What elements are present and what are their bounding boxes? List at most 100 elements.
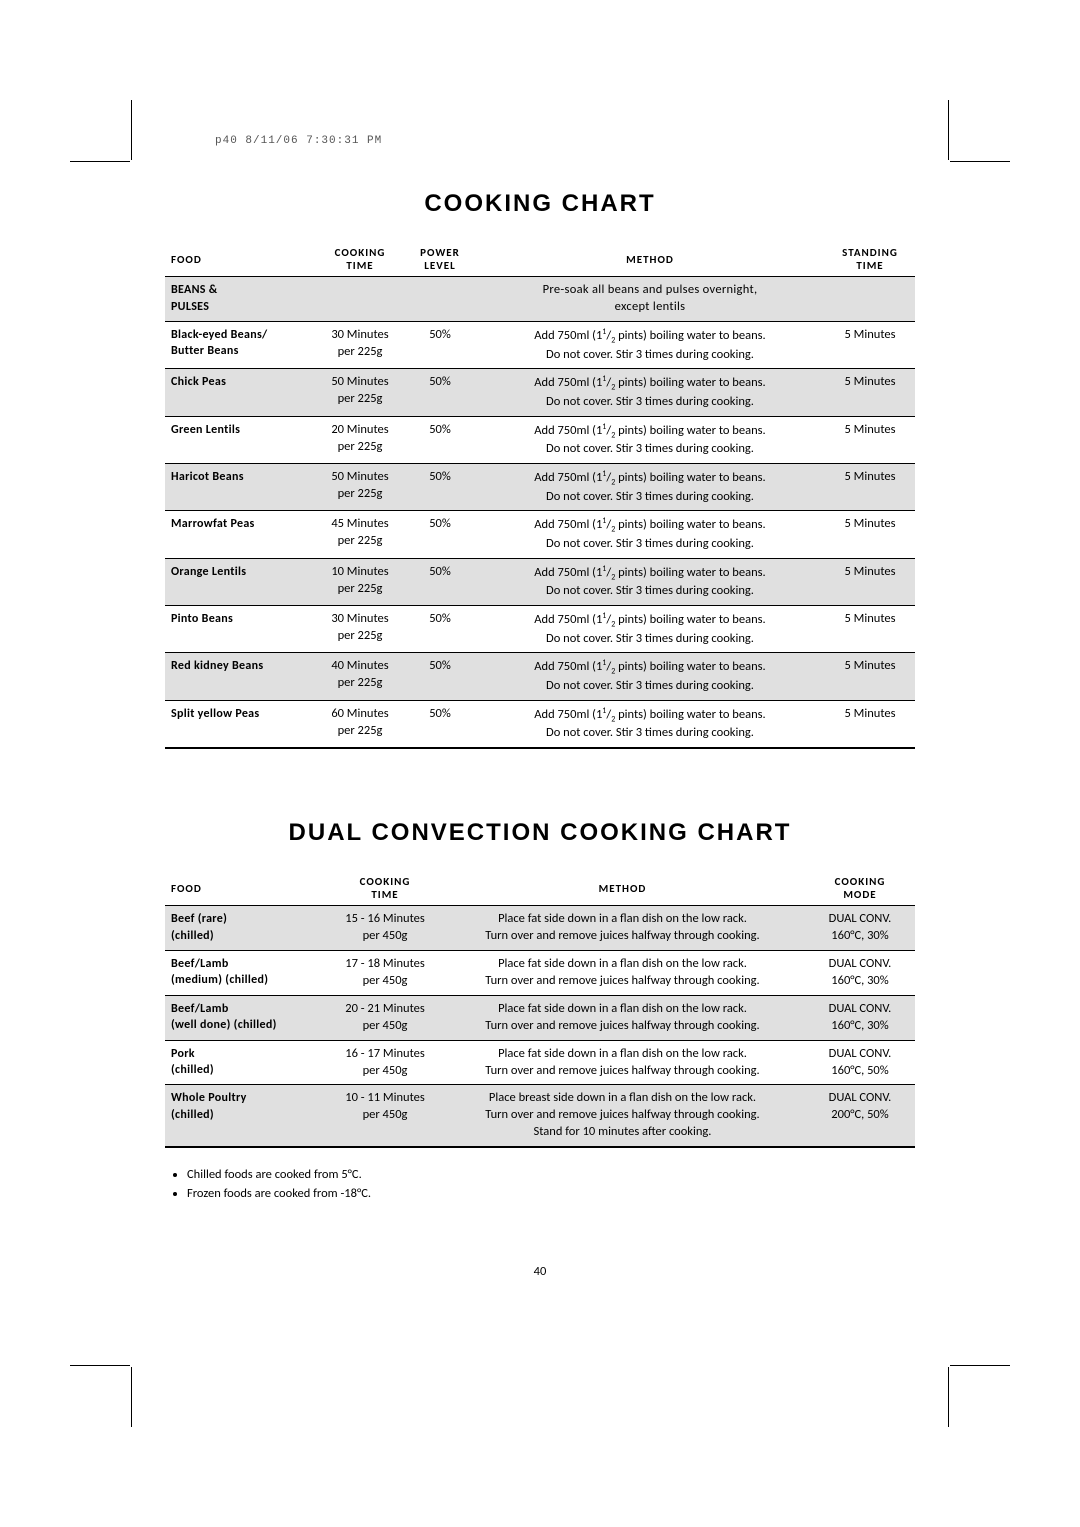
cell-time: 20 Minutesper 225g bbox=[315, 416, 405, 463]
cropmark bbox=[70, 1365, 130, 1366]
cell-power: 50% bbox=[405, 606, 475, 653]
cell-food: Black-eyed Beans/Butter Beans bbox=[165, 322, 315, 369]
cell-method: Add 750ml (11/2 pints) boiling water to … bbox=[475, 511, 825, 558]
table-row: Green Lentils20 Minutesper 225g50%Add 75… bbox=[165, 416, 915, 463]
cell-stand: 5 Minutes bbox=[825, 511, 915, 558]
cell-power: 50% bbox=[405, 558, 475, 605]
cell-method: Place breast side down in a flan dish on… bbox=[440, 1085, 805, 1147]
print-slug: p40 8/11/06 7:30:31 PM bbox=[215, 135, 382, 147]
table-row: Beef/Lamb(well done) (chilled)20 - 21 Mi… bbox=[165, 995, 915, 1040]
cell-time: 20 - 21 Minutesper 450g bbox=[330, 995, 440, 1040]
cell-stand: 5 Minutes bbox=[825, 369, 915, 416]
cropmark bbox=[131, 100, 132, 160]
table-row: Chick Peas50 Minutesper 225g50%Add 750ml… bbox=[165, 369, 915, 416]
cropmark bbox=[70, 161, 130, 162]
note-item: Frozen foods are cooked from -18°C. bbox=[187, 1185, 915, 1204]
cell-food: Beef (rare)(chilled) bbox=[165, 906, 330, 951]
cell-food: Whole Poultry(chilled) bbox=[165, 1085, 330, 1147]
cell-method: Add 750ml (11/2 pints) boiling water to … bbox=[475, 464, 825, 511]
dual-convection-table: FOOD COOKINGTIME METHOD COOKINGMODE Beef… bbox=[165, 867, 915, 1148]
cell-power: 50% bbox=[405, 464, 475, 511]
cell-power: 50% bbox=[405, 653, 475, 700]
table-row: Orange Lentils10 Minutesper 225g50%Add 7… bbox=[165, 558, 915, 605]
cell-time: 45 Minutesper 225g bbox=[315, 511, 405, 558]
table-row: Pork(chilled)16 - 17 Minutesper 450gPlac… bbox=[165, 1040, 915, 1085]
col-standing: STANDINGTIME bbox=[825, 238, 915, 277]
cell-stand: 5 Minutes bbox=[825, 416, 915, 463]
cell-time: 10 Minutesper 225g bbox=[315, 558, 405, 605]
cell-food: Pinto Beans bbox=[165, 606, 315, 653]
footnotes: Chilled foods are cooked from 5°C. Froze… bbox=[165, 1166, 915, 1204]
cell-power: 50% bbox=[405, 369, 475, 416]
table-row: Haricot Beans50 Minutesper 225g50%Add 75… bbox=[165, 464, 915, 511]
cell-method: Place fat side down in a flan dish on th… bbox=[440, 906, 805, 951]
table-row: Beef (rare)(chilled)15 - 16 Minutesper 4… bbox=[165, 906, 915, 951]
col-method: METHOD bbox=[475, 238, 825, 277]
col-food: FOOD bbox=[165, 867, 330, 906]
chart1-title: COOKING CHART bbox=[165, 190, 915, 218]
cell-power: 50% bbox=[405, 416, 475, 463]
page-content: COOKING CHART FOOD COOKINGTIME POWERLEVE… bbox=[165, 190, 915, 1279]
cropmark bbox=[948, 100, 949, 160]
note-item: Chilled foods are cooked from 5°C. bbox=[187, 1166, 915, 1185]
cell-food: Orange Lentils bbox=[165, 558, 315, 605]
cell-food: Chick Peas bbox=[165, 369, 315, 416]
section-label: BEANS &PULSES bbox=[165, 277, 315, 322]
cell-time: 40 Minutesper 225g bbox=[315, 653, 405, 700]
cell-mode: DUAL CONV.200°C, 50% bbox=[805, 1085, 915, 1147]
col-power: POWERLEVEL bbox=[405, 238, 475, 277]
table-row: Split yellow Peas60 Minutesper 225g50%Ad… bbox=[165, 700, 915, 748]
cropmark bbox=[950, 1365, 1010, 1366]
cell-method: Place fat side down in a flan dish on th… bbox=[440, 1040, 805, 1085]
table-row: Whole Poultry(chilled)10 - 11 Minutesper… bbox=[165, 1085, 915, 1147]
cell-method: Place fat side down in a flan dish on th… bbox=[440, 995, 805, 1040]
section-note: Pre-soak all beans and pulses overnight,… bbox=[475, 277, 825, 322]
cell-time: 30 Minutesper 225g bbox=[315, 606, 405, 653]
cell-food: Marrowfat Peas bbox=[165, 511, 315, 558]
cell-stand: 5 Minutes bbox=[825, 653, 915, 700]
cropmark bbox=[950, 161, 1010, 162]
cell-stand: 5 Minutes bbox=[825, 464, 915, 511]
col-food: FOOD bbox=[165, 238, 315, 277]
cell-method: Add 750ml (11/2 pints) boiling water to … bbox=[475, 653, 825, 700]
cell-food: Split yellow Peas bbox=[165, 700, 315, 748]
cell-power: 50% bbox=[405, 700, 475, 748]
cell-power: 50% bbox=[405, 511, 475, 558]
table-row: Black-eyed Beans/Butter Beans30 Minutesp… bbox=[165, 322, 915, 369]
cell-stand: 5 Minutes bbox=[825, 700, 915, 748]
cell-food: Beef/Lamb(medium) (chilled) bbox=[165, 951, 330, 996]
cropmark bbox=[948, 1367, 949, 1427]
cell-time: 15 - 16 Minutesper 450g bbox=[330, 906, 440, 951]
cell-stand: 5 Minutes bbox=[825, 322, 915, 369]
cell-method: Add 750ml (11/2 pints) boiling water to … bbox=[475, 369, 825, 416]
cell-mode: DUAL CONV.160°C, 30% bbox=[805, 951, 915, 996]
cell-time: 30 Minutesper 225g bbox=[315, 322, 405, 369]
cell-method: Add 750ml (11/2 pints) boiling water to … bbox=[475, 606, 825, 653]
cell-time: 60 Minutesper 225g bbox=[315, 700, 405, 748]
cooking-chart-table: FOOD COOKINGTIME POWERLEVEL METHOD STAND… bbox=[165, 238, 915, 749]
col-time: COOKINGTIME bbox=[330, 867, 440, 906]
cell-food: Haricot Beans bbox=[165, 464, 315, 511]
cell-food: Beef/Lamb(well done) (chilled) bbox=[165, 995, 330, 1040]
table-row: Beef/Lamb(medium) (chilled)17 - 18 Minut… bbox=[165, 951, 915, 996]
table-row: Pinto Beans30 Minutesper 225g50%Add 750m… bbox=[165, 606, 915, 653]
cell-power: 50% bbox=[405, 322, 475, 369]
cell-time: 16 - 17 Minutesper 450g bbox=[330, 1040, 440, 1085]
cell-stand: 5 Minutes bbox=[825, 606, 915, 653]
cell-mode: DUAL CONV.160°C, 30% bbox=[805, 995, 915, 1040]
cell-method: Add 750ml (11/2 pints) boiling water to … bbox=[475, 700, 825, 748]
cell-mode: DUAL CONV.160°C, 30% bbox=[805, 906, 915, 951]
cell-time: 17 - 18 Minutesper 450g bbox=[330, 951, 440, 996]
table-row: Red kidney Beans40 Minutesper 225g50%Add… bbox=[165, 653, 915, 700]
cell-food: Red kidney Beans bbox=[165, 653, 315, 700]
cell-food: Pork(chilled) bbox=[165, 1040, 330, 1085]
cell-time: 50 Minutesper 225g bbox=[315, 369, 405, 416]
cell-stand: 5 Minutes bbox=[825, 558, 915, 605]
cropmark bbox=[131, 1367, 132, 1427]
cell-time: 10 - 11 Minutesper 450g bbox=[330, 1085, 440, 1147]
col-method: METHOD bbox=[440, 867, 805, 906]
cell-method: Add 750ml (11/2 pints) boiling water to … bbox=[475, 322, 825, 369]
cell-food: Green Lentils bbox=[165, 416, 315, 463]
col-time: COOKINGTIME bbox=[315, 238, 405, 277]
chart2-title: DUAL CONVECTION COOKING CHART bbox=[165, 819, 915, 847]
